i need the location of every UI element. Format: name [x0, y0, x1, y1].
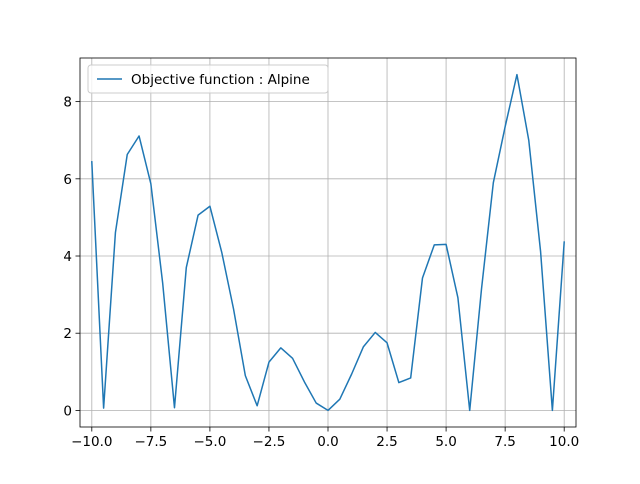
x-tick-label-8: 10.0	[549, 434, 579, 450]
legend-box	[87, 64, 329, 94]
plot-data	[91, 73, 565, 412]
x-tick-label-3: −2.5	[253, 434, 286, 450]
x-tick-label-0: −10.0	[71, 434, 112, 450]
x-tick-label-2: −5.0	[194, 434, 227, 450]
x-tick-label-4: 0.0	[317, 434, 338, 450]
series-line-alpine	[91, 73, 565, 412]
x-tick-label-1: −7.5	[134, 434, 167, 450]
x-tick-label-7: 7.5	[494, 434, 515, 450]
axes: −10.0 −7.5 −5.0 −2.5 0.0 2.5 5.0 7.5 10.0 0 2 4 6 8	[63, 57, 579, 450]
x-tick-label-5: 2.5	[376, 434, 397, 450]
y-tick-label-3: 6	[63, 172, 72, 188]
legend: Objective function : Alpine	[87, 64, 329, 94]
y-tick-label-1: 2	[63, 326, 72, 342]
y-tick-label-4: 8	[63, 95, 72, 111]
x-tick-label-6: 5.0	[435, 434, 456, 450]
y-tick-label-2: 4	[63, 249, 72, 265]
legend-label: Objective function : Alpine	[131, 72, 310, 88]
y-tick-label-0: 0	[63, 403, 72, 419]
